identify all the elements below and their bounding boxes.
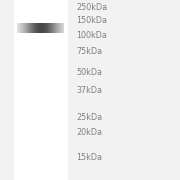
- Bar: [27, 23, 28, 33]
- Bar: [55, 23, 56, 33]
- Bar: [52, 23, 53, 33]
- Bar: [20, 23, 21, 33]
- Bar: [49, 23, 50, 33]
- Bar: [56, 23, 57, 33]
- Bar: [51, 23, 52, 33]
- Bar: [57, 23, 58, 33]
- Bar: [44, 23, 45, 33]
- Bar: [43, 23, 44, 33]
- Bar: [38, 23, 39, 33]
- Bar: [50, 23, 51, 33]
- Bar: [30, 23, 31, 33]
- Bar: [29, 23, 30, 33]
- Text: 250kDa: 250kDa: [76, 3, 108, 12]
- Bar: [25, 23, 26, 33]
- Bar: [62, 23, 63, 33]
- Bar: [41, 23, 42, 33]
- Bar: [31, 23, 32, 33]
- Text: 20kDa: 20kDa: [76, 128, 102, 137]
- Text: 15kDa: 15kDa: [76, 153, 102, 162]
- Bar: [54, 23, 55, 33]
- Bar: [21, 23, 22, 33]
- Bar: [19, 23, 20, 33]
- Bar: [18, 23, 19, 33]
- Bar: [39, 23, 40, 33]
- Bar: [48, 23, 49, 33]
- Bar: [61, 23, 62, 33]
- Bar: [17, 23, 18, 33]
- Text: 100kDa: 100kDa: [76, 31, 107, 40]
- Bar: [63, 23, 64, 33]
- Text: 150kDa: 150kDa: [76, 16, 107, 25]
- Bar: [47, 23, 48, 33]
- Bar: [33, 23, 34, 33]
- Bar: [60, 23, 61, 33]
- Bar: [14, 0, 68, 180]
- Bar: [34, 23, 35, 33]
- Bar: [42, 23, 43, 33]
- Bar: [59, 23, 60, 33]
- Bar: [37, 23, 38, 33]
- Bar: [28, 23, 29, 33]
- Bar: [36, 23, 37, 33]
- Bar: [24, 23, 25, 33]
- Bar: [32, 23, 33, 33]
- Text: 37kDa: 37kDa: [76, 86, 102, 95]
- Bar: [46, 23, 47, 33]
- Bar: [53, 23, 54, 33]
- Bar: [23, 23, 24, 33]
- Bar: [22, 23, 23, 33]
- Bar: [45, 23, 46, 33]
- Bar: [35, 23, 36, 33]
- Text: 50kDa: 50kDa: [76, 68, 102, 77]
- Bar: [58, 23, 59, 33]
- Text: 75kDa: 75kDa: [76, 47, 103, 56]
- Bar: [26, 23, 27, 33]
- Text: 25kDa: 25kDa: [76, 113, 103, 122]
